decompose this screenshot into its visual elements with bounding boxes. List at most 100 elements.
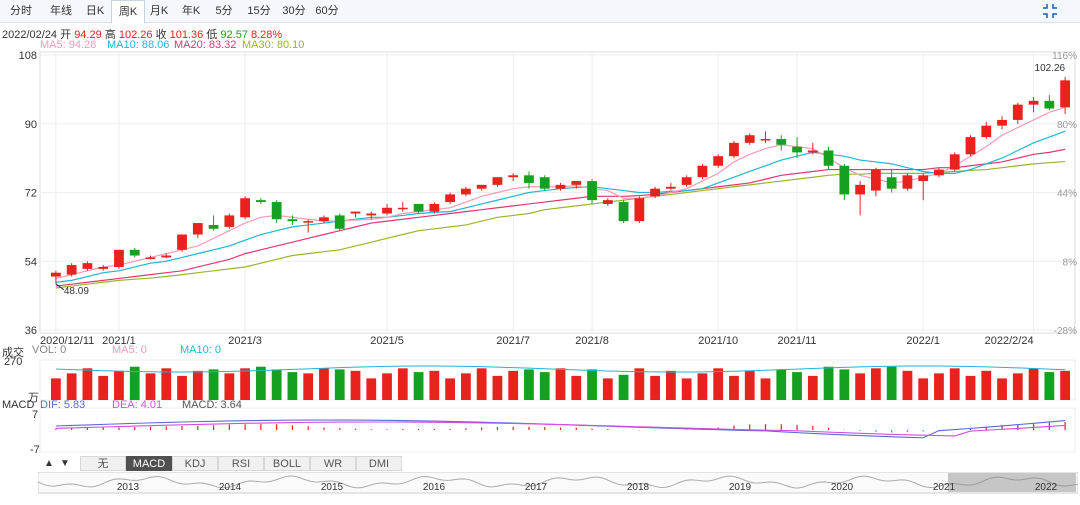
indicator-tab-1[interactable]: 无 xyxy=(80,456,126,471)
macd-histogram-bar xyxy=(291,425,294,430)
macd-histogram-bar xyxy=(575,427,577,430)
ma20-line xyxy=(55,148,1066,287)
candle-body xyxy=(760,139,771,141)
volume-bar xyxy=(1012,373,1023,400)
volume-bar xyxy=(839,369,850,400)
candle-body xyxy=(98,266,109,269)
macd-histogram-bar xyxy=(985,426,987,430)
volume-bar xyxy=(303,373,314,400)
candle-body xyxy=(1060,80,1071,108)
scroll-up-arrow[interactable]: ▲ xyxy=(44,458,54,469)
tab-4[interactable]: 周K xyxy=(111,0,145,23)
indicator-tab-5[interactable]: BOLL xyxy=(264,456,310,471)
macd-histogram-bar xyxy=(386,429,388,430)
candle-body xyxy=(602,200,613,204)
volume-bar xyxy=(760,378,771,400)
ma20-legend: MA20: 83.32 xyxy=(174,39,237,51)
scroll-down-arrow[interactable]: ▼ xyxy=(60,458,70,469)
max-price-label: 102.26 xyxy=(1035,63,1066,74)
indicator-tab-4[interactable]: RSI xyxy=(218,456,264,471)
time-tick-label: 2020/12/11 xyxy=(40,335,94,347)
candle-body xyxy=(855,184,866,195)
candle-body xyxy=(476,184,487,189)
macd-histogram-bar xyxy=(906,430,909,433)
tab-10[interactable]: 60分 xyxy=(315,5,339,17)
macd-histogram-bar xyxy=(55,428,57,430)
indicator-tab-7[interactable]: DMI xyxy=(356,456,402,471)
ohlc-info-line: 2022/02/24 开 94.29 高 102.26 收 101.36 低 9… xyxy=(2,26,282,42)
volume-bar xyxy=(271,369,282,400)
tab-3[interactable]: 日K xyxy=(85,5,105,17)
candle-body xyxy=(776,139,787,145)
candle-body xyxy=(1012,104,1023,120)
volume-bar xyxy=(524,369,534,400)
time-tick-label: 2022/2/24 xyxy=(985,335,1034,347)
ma10-line xyxy=(55,130,1066,283)
macd-histogram-bar xyxy=(260,423,262,430)
macd-histogram-bar xyxy=(465,428,467,430)
tab-5[interactable]: 月K xyxy=(149,5,169,17)
time-tick-label: 2021/5 xyxy=(370,335,404,347)
candle-body xyxy=(839,165,850,195)
candle-body xyxy=(82,263,93,269)
time-tick-label: 2021/7 xyxy=(496,335,530,347)
low-value: 92.57 xyxy=(220,29,248,41)
volume-bar xyxy=(823,366,834,400)
volume-bar xyxy=(240,368,251,400)
candle-body xyxy=(729,142,739,157)
candle-body xyxy=(429,203,440,212)
close-label: 收 xyxy=(155,29,167,41)
price-tick-label: 72 xyxy=(25,188,37,200)
macd-histogram-bar xyxy=(323,427,325,430)
macd-histogram-bar xyxy=(780,424,782,430)
time-tick-label: 2021/11 xyxy=(778,335,817,347)
volume-bar xyxy=(587,369,597,400)
candle-body xyxy=(240,198,251,218)
tab-1[interactable]: 分时 xyxy=(10,5,32,17)
macd-histogram-bar xyxy=(433,428,435,430)
volume-bar xyxy=(445,378,456,400)
close-value: 101.36 xyxy=(169,29,204,41)
candle-body xyxy=(114,249,124,267)
candle-body xyxy=(618,202,629,222)
volume-unit: 万 xyxy=(28,392,39,404)
time-navigator[interactable]: 2013 2014 2015 2016 2017 2018 2019 2020 2021 2022 xyxy=(38,472,1078,494)
fullscreen-toggle-icon[interactable] xyxy=(1042,3,1058,19)
kline-chart[interactable]: 108 116% 90 80% 72 44% 54 8% 36 -28% 2020/12/11 202… xyxy=(0,0,1080,456)
candle-body xyxy=(460,188,471,195)
tab-8[interactable]: 15分 xyxy=(247,5,271,17)
macd-histogram-bar xyxy=(197,426,199,430)
tab-6[interactable]: 年K xyxy=(181,5,201,17)
info-date: 2022/02/24 xyxy=(2,29,58,41)
candle-body xyxy=(571,181,582,185)
candle-body xyxy=(587,181,597,201)
volume-bar xyxy=(618,374,629,400)
price-tick-label: 90 xyxy=(25,119,37,131)
indicator-tab-3[interactable]: KDJ xyxy=(172,456,218,471)
volume-bar xyxy=(319,368,329,400)
macd-histogram-bar xyxy=(370,429,372,430)
candle-body xyxy=(66,265,77,275)
macd-dif: DIF: 5.83 xyxy=(40,399,86,411)
volume-bar xyxy=(870,368,881,400)
navigator-year-label: 2014 xyxy=(219,482,242,493)
indicator-tab-2[interactable]: MACD xyxy=(126,456,172,471)
candle-body xyxy=(697,165,708,178)
navigator-year-label: 2013 xyxy=(117,482,140,493)
macd-top-tick: 7 xyxy=(32,409,39,421)
candle-body xyxy=(192,223,203,235)
macd-histogram-bar xyxy=(638,430,640,431)
tab-2[interactable]: 年线 xyxy=(50,5,72,17)
indicator-tab-6[interactable]: WR xyxy=(310,456,356,471)
volume-bar xyxy=(792,372,802,400)
volume-bar xyxy=(539,372,550,400)
candle-body xyxy=(255,200,266,203)
candle-body xyxy=(508,175,519,178)
macd-histogram-bar xyxy=(102,427,104,430)
ma5-legend: MA5: 94.28 xyxy=(40,39,97,51)
candle-body xyxy=(1028,100,1039,105)
navigator-year-label: 2020 xyxy=(831,482,854,493)
tab-9[interactable]: 30分 xyxy=(282,5,306,17)
tab-7[interactable]: 5分 xyxy=(215,5,233,17)
volume-bar xyxy=(476,368,487,400)
